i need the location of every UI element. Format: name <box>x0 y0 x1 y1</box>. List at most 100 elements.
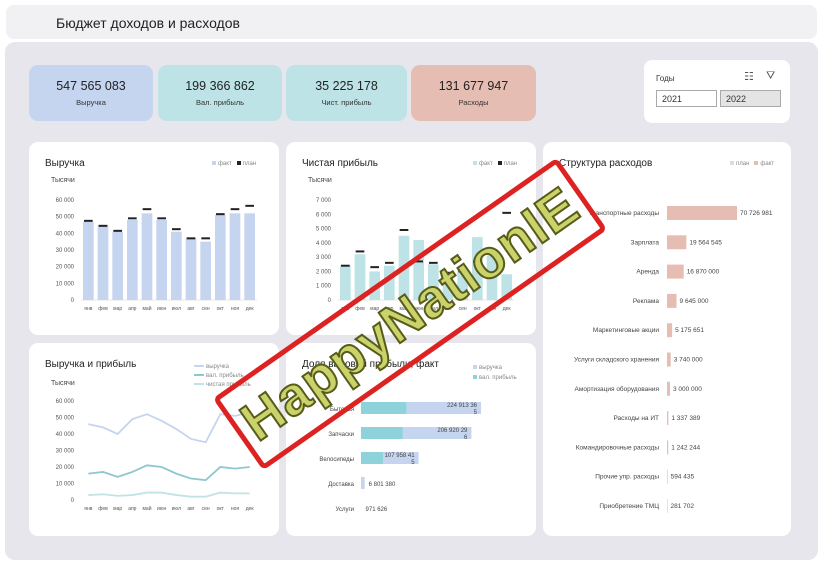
legend-plan: план <box>503 161 518 167</box>
expense-bar <box>667 411 669 426</box>
fact-bar <box>354 254 366 300</box>
data-label: 224 913 36 5 <box>447 403 478 416</box>
x-tick-label: фев <box>98 506 108 512</box>
expense-bar <box>667 499 668 513</box>
category-label: Доставка <box>328 482 354 488</box>
revenue-bar <box>361 477 365 489</box>
y-tick-label: 30 000 <box>56 449 75 455</box>
data-label: 3 000 000 <box>673 386 702 393</box>
revenue-chart-card: Выручка факт план Тысячи 0 10 000 20 000 30 … <box>29 142 279 335</box>
legend-plan: план <box>242 161 257 167</box>
y-tick-label: 60 000 <box>56 198 75 204</box>
y-tick-label: 20 000 <box>56 265 75 271</box>
chart-title: Чистая прибыль <box>302 158 378 169</box>
data-label: 3 740 000 <box>674 357 703 364</box>
y-tick-label: 30 000 <box>56 248 75 254</box>
legend-fact: факт <box>218 161 232 167</box>
y-tick-label: 10 000 <box>56 482 75 488</box>
data-label: 107 958 41 5 <box>385 453 416 466</box>
fact-bar <box>486 255 498 300</box>
fact-bar <box>398 235 410 300</box>
fact-bar <box>413 240 424 300</box>
y-tick-label: 50 000 <box>56 416 75 422</box>
x-tick-label: янв <box>84 306 92 312</box>
fact-bar <box>112 231 123 300</box>
expense-bar <box>667 440 669 455</box>
kpi-value: 547 565 083 <box>56 79 126 93</box>
revenue-profit-chart: 0 10 000 20 000 30 000 40 000 50 000 60 000 янв… <box>56 399 255 512</box>
y-tick-label: 6 000 <box>316 212 332 218</box>
title-bar: Бюджет доходов и расходов <box>6 5 817 39</box>
data-label: 16 870 000 <box>687 269 720 276</box>
x-tick-label: апр <box>128 306 136 312</box>
page-title: Бюджет доходов и расходов <box>56 15 240 31</box>
expense-bar <box>667 469 668 484</box>
category-label: Транспортные расходы <box>588 210 659 217</box>
revenue-chart: 0 10 000 20 000 30 000 40 000 50 000 60 000 янв… <box>56 198 257 312</box>
kpi-value: 131 677 947 <box>438 79 509 93</box>
category-label: Маркетинговые акции <box>593 327 659 334</box>
multi-select-icon[interactable]: ☷ <box>744 71 754 83</box>
series-line <box>88 411 250 444</box>
legend-fact: факт <box>760 161 775 167</box>
y-tick-label: 20 000 <box>56 465 75 471</box>
x-tick-label: дек <box>246 506 255 512</box>
fact-bar <box>472 237 483 300</box>
expense-bar <box>667 264 684 279</box>
category-label: Услуги <box>336 507 354 513</box>
legend: выручка вал. прибыль чистая прибыль <box>189 363 251 390</box>
kpi-revenue: 547 565 083 Выручка <box>29 65 153 121</box>
expense-bar <box>667 323 673 338</box>
x-tick-label: фев <box>98 306 108 312</box>
category-label: Реклама <box>633 298 659 305</box>
legend: факт план <box>468 161 517 167</box>
y-tick-label: 50 000 <box>56 215 75 221</box>
year-2021-button[interactable]: 2021 <box>656 90 717 107</box>
x-tick-label: окт <box>474 306 482 312</box>
chart-title: Выручка и прибыль <box>45 359 137 370</box>
fact-bar <box>200 241 211 300</box>
x-tick-label: ноя <box>231 306 240 312</box>
fact-bar <box>156 220 167 300</box>
y-tick-label: 5 000 <box>316 227 332 233</box>
x-tick-label: май <box>142 305 151 312</box>
y-tick-label: 7 000 <box>316 198 332 204</box>
legend: план факт <box>725 161 774 167</box>
legend-plan: план <box>736 161 750 167</box>
fact-bar <box>340 265 351 300</box>
category-label: Аренда <box>636 269 659 276</box>
kpi-value: 35 225 178 <box>315 79 378 93</box>
clear-filter-icon[interactable]: ⛛ <box>766 70 776 82</box>
x-tick-label: мар <box>113 506 122 512</box>
x-tick-label: июн <box>414 306 424 312</box>
fact-bar <box>229 213 241 300</box>
net-profit-chart-card: Чистая прибыль факт план Тысячи 0 1 000 2 0… <box>286 142 536 335</box>
category-label: Командировочные расходы <box>576 444 660 451</box>
expense-structure-chart: Транспортные расходы 70 726 981 Зарплата 19… <box>574 206 773 513</box>
fact-bar <box>215 215 226 300</box>
y-tick-label: 0 <box>328 298 332 304</box>
x-tick-label: сен <box>459 306 467 312</box>
category-label: Услуги складского хранения <box>574 357 659 364</box>
data-label: 70 726 981 <box>740 210 773 217</box>
legend: факт план <box>207 161 256 167</box>
fact-bar <box>171 231 182 300</box>
x-tick-label: сен <box>202 506 210 512</box>
series-line <box>88 464 250 482</box>
x-tick-label: окт <box>217 506 225 512</box>
category-label: Амортизация оборудования <box>575 385 660 393</box>
x-tick-label: авг <box>444 306 451 312</box>
fact-bar <box>83 221 94 300</box>
fact-bar <box>428 264 439 300</box>
data-label: 281 702 <box>671 503 695 510</box>
y-tick-label: 1 000 <box>316 284 332 290</box>
fact-bar <box>244 213 255 300</box>
net-profit-chart: 0 1 000 2 000 3 000 4 000 5 000 6 000 7 000 янв ф… <box>316 198 514 312</box>
x-tick-label: янв <box>341 306 349 312</box>
category-label: Приобретение ТМЦ <box>599 502 659 510</box>
x-tick-label: июн <box>157 506 167 512</box>
x-tick-label: апр <box>385 306 393 312</box>
year-2022-button[interactable]: 2022 <box>720 90 781 107</box>
y-tick-label: 4 000 <box>316 241 332 247</box>
slicer-title: Годы <box>656 74 675 83</box>
